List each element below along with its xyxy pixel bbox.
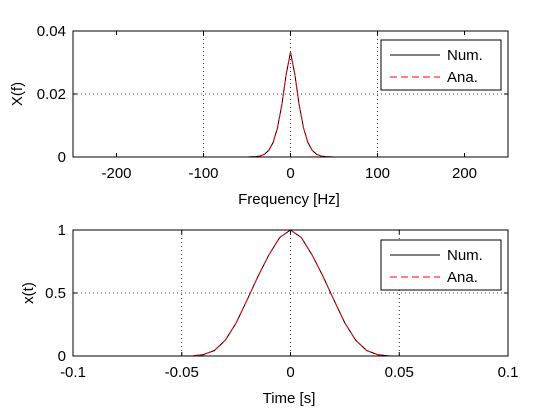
frequency-y-tick-label: 0.02 [37, 86, 66, 103]
frequency-y-tick-label: 0.04 [37, 23, 66, 40]
time-x-tick-label: 0 [286, 364, 294, 381]
time-plot-ticks: -0.1 -0.05 0 0.05 0.1 0 0.5 1 [45, 222, 518, 381]
frequency-plot-grid [73, 31, 508, 157]
frequency-plot-legend: Num. Ana. [380, 39, 502, 91]
frequency-legend-num-label: Num. [447, 47, 483, 64]
frequency-legend-box [380, 39, 502, 91]
frequency-legend-ana-label: Ana. [447, 69, 478, 86]
time-plot-legend: Num. Ana. [380, 239, 502, 291]
time-y-tick-label: 1 [58, 222, 66, 239]
frequency-x-axis-label: Frequency [Hz] [238, 191, 340, 208]
frequency-x-tick-label: 100 [365, 165, 390, 182]
time-plot: -0.1 -0.05 0 0.05 0.1 0 0.5 1 Time [s] x(t) Num… [20, 222, 518, 407]
time-y-tick-label: 0.5 [45, 285, 66, 302]
time-legend-ana-label: Ana. [447, 269, 478, 286]
time-legend-box [380, 239, 502, 291]
time-legend-num-label: Num. [447, 247, 483, 264]
frequency-x-tick-label: -100 [188, 165, 218, 182]
frequency-x-tick-label: -200 [101, 165, 131, 182]
frequency-y-tick-label: 0 [58, 149, 66, 166]
frequency-plot-ticks: -200 -100 0 100 200 0 0.02 0.04 [37, 23, 508, 182]
time-x-tick-label: 0.1 [498, 364, 519, 381]
frequency-series-ana-line [203, 52, 378, 158]
frequency-x-tick-label: 0 [286, 165, 294, 182]
time-y-axis-label: x(t) [20, 282, 37, 304]
time-x-tick-label: -0.1 [60, 364, 86, 381]
time-x-tick-label: -0.05 [165, 364, 199, 381]
time-x-tick-label: 0.05 [385, 364, 414, 381]
time-x-axis-label: Time [s] [263, 390, 316, 407]
frequency-x-tick-label: 200 [452, 165, 477, 182]
frequency-y-axis-label: X(f) [9, 82, 26, 106]
time-y-tick-label: 0 [58, 348, 66, 365]
